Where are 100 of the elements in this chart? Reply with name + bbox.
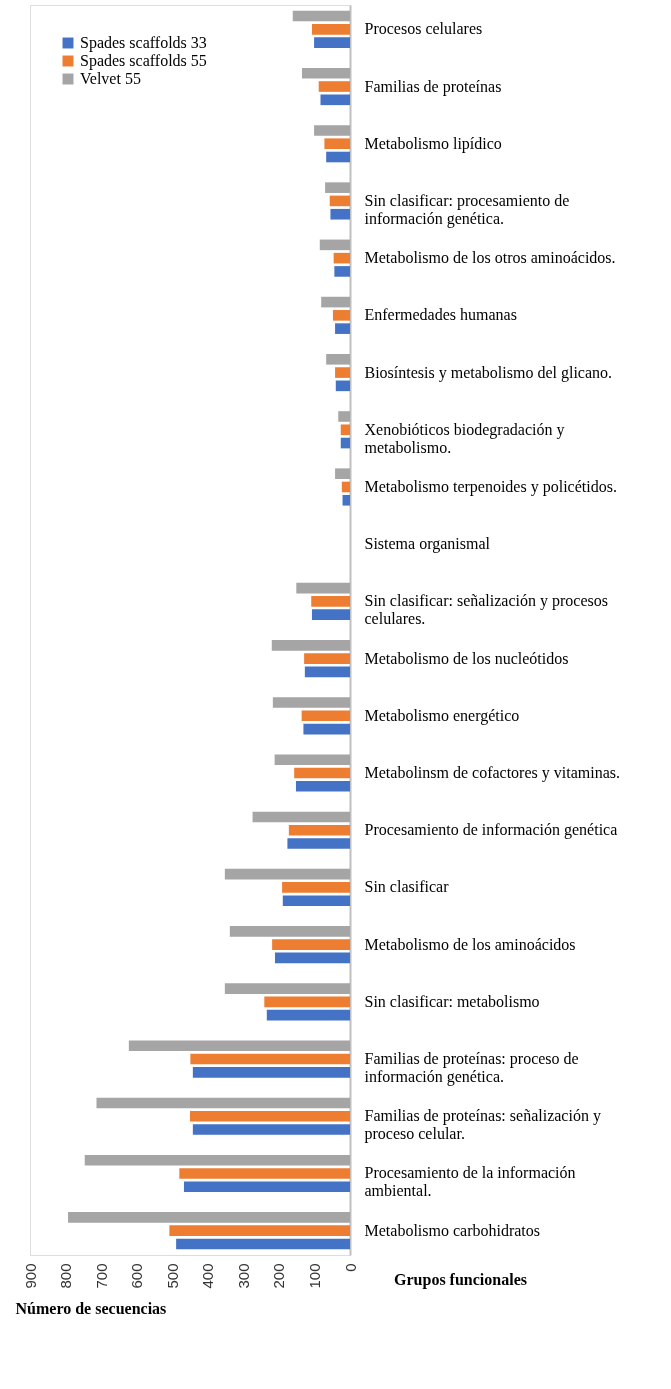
bar (128, 1040, 350, 1052)
y-tick-label: Sin clasificar: metabolismo (364, 992, 540, 1010)
x-tick-label: 400 (199, 1263, 217, 1289)
bar (319, 239, 350, 251)
x-tick-label: 300 (234, 1263, 252, 1289)
bar (335, 367, 350, 378)
bar (282, 895, 350, 907)
bar (303, 723, 350, 735)
bar (282, 882, 350, 893)
bar (340, 424, 350, 436)
bar (334, 266, 350, 277)
bar (338, 411, 350, 422)
y-tick-label: Metabolismo de los aminoácidos (364, 935, 576, 953)
bar (302, 67, 350, 79)
bar (224, 983, 350, 994)
y-tick-label: Sin clasificar (364, 878, 450, 896)
bar (271, 640, 350, 651)
y-tick-label: Enfermedades humanas (364, 306, 517, 324)
y-tick-label: Metabolismo lipídico (364, 134, 502, 153)
bar (183, 1181, 350, 1193)
bar (333, 252, 350, 264)
x-tick-label: 900 (21, 1263, 39, 1289)
bar (288, 824, 350, 836)
y-tick-label: Procesamiento de información genética (364, 821, 618, 840)
y-tick-label: Familias de proteínas (364, 77, 502, 96)
y-tick-label: Metabolismo energético (364, 706, 520, 725)
bar (296, 582, 350, 594)
y-tick-label: Metabolismo de los otros aminoácidos. (364, 249, 616, 267)
bar (314, 125, 350, 136)
bar (326, 151, 350, 163)
bar (304, 653, 350, 664)
bar (84, 1154, 350, 1166)
bar (324, 138, 350, 150)
bar (335, 380, 350, 392)
bar (176, 1238, 350, 1250)
bar (224, 868, 350, 880)
bar (190, 1110, 350, 1122)
y-tick-label: Sin clasificar: señalización y procesos celulares. (364, 592, 608, 628)
x-tick-label: 800 (57, 1263, 75, 1289)
y-tick-label: Sin clasificar: procesamiento de información genética. (364, 191, 570, 228)
bar (192, 1067, 350, 1078)
bar (330, 208, 350, 220)
bar (332, 310, 350, 321)
bar (294, 767, 350, 779)
bar (342, 494, 350, 506)
bar (179, 1168, 350, 1179)
y-tick-label: Procesos celulares (364, 20, 483, 38)
x-axis-title: Número de secuencias (15, 1299, 167, 1317)
bar (252, 811, 350, 823)
bar (272, 697, 350, 708)
y-tick-label: Metabolismo carbohidratos (364, 1221, 541, 1239)
y-tick-label: Metabolismo de los nucleótidos (364, 649, 569, 667)
x-tick-label: 0 (341, 1263, 359, 1272)
bar (311, 596, 350, 607)
y-tick-label: Sistema organismal (364, 535, 491, 554)
x-tick-label: 600 (128, 1263, 146, 1289)
y-tick-label: Metabolinsm de cofactores y vitaminas. (364, 764, 620, 783)
bar (311, 24, 350, 35)
x-tick-label: 100 (305, 1263, 323, 1289)
bar (311, 609, 350, 620)
x-tick-label: 700 (92, 1263, 110, 1289)
bar (295, 780, 350, 792)
y-axis-title: Grupos funcionales (394, 1270, 527, 1289)
bar (292, 10, 350, 22)
bar (325, 182, 350, 193)
y-tick-label: Metabolismo terpenoides y policétidos. (364, 477, 617, 496)
bar (287, 838, 350, 849)
bar (272, 939, 350, 950)
bar (274, 952, 350, 964)
y-tick-label: Familias de proteínas: proceso de información genética. (364, 1050, 579, 1087)
bar (68, 1212, 350, 1223)
bar (169, 1225, 350, 1236)
bar (329, 195, 350, 207)
bar (264, 996, 350, 1008)
bar (301, 710, 350, 722)
y-tick-label: Xenobióticos biodegradación y metabolismo. (364, 420, 565, 456)
legend-label: Velvet 55 (80, 70, 141, 87)
bar (335, 323, 350, 334)
bar (340, 437, 350, 449)
y-tick-label: Biosíntesis y metabolismo del glicano. (364, 363, 613, 382)
legend-label: Spades scaffolds 55 (80, 52, 207, 70)
bar (190, 1053, 350, 1065)
bar (341, 481, 350, 493)
bar (192, 1124, 350, 1135)
legend-label: Spades scaffolds 33 (80, 34, 207, 52)
bar (321, 296, 350, 308)
bar (320, 94, 350, 106)
y-tick-label: Procesamiento de la información ambiental. (364, 1164, 576, 1200)
bar (326, 353, 350, 365)
x-tick-label: 500 (163, 1263, 181, 1289)
bar (335, 468, 350, 480)
y-tick-label: Familias de proteínas: señalización y proceso celular. (364, 1107, 601, 1144)
bar (314, 37, 350, 48)
x-tick-label: 200 (270, 1263, 288, 1289)
bar (318, 81, 350, 92)
bar (229, 926, 350, 937)
bar (96, 1097, 350, 1109)
bar (274, 754, 350, 766)
bar (266, 1009, 350, 1021)
bar (304, 666, 350, 678)
